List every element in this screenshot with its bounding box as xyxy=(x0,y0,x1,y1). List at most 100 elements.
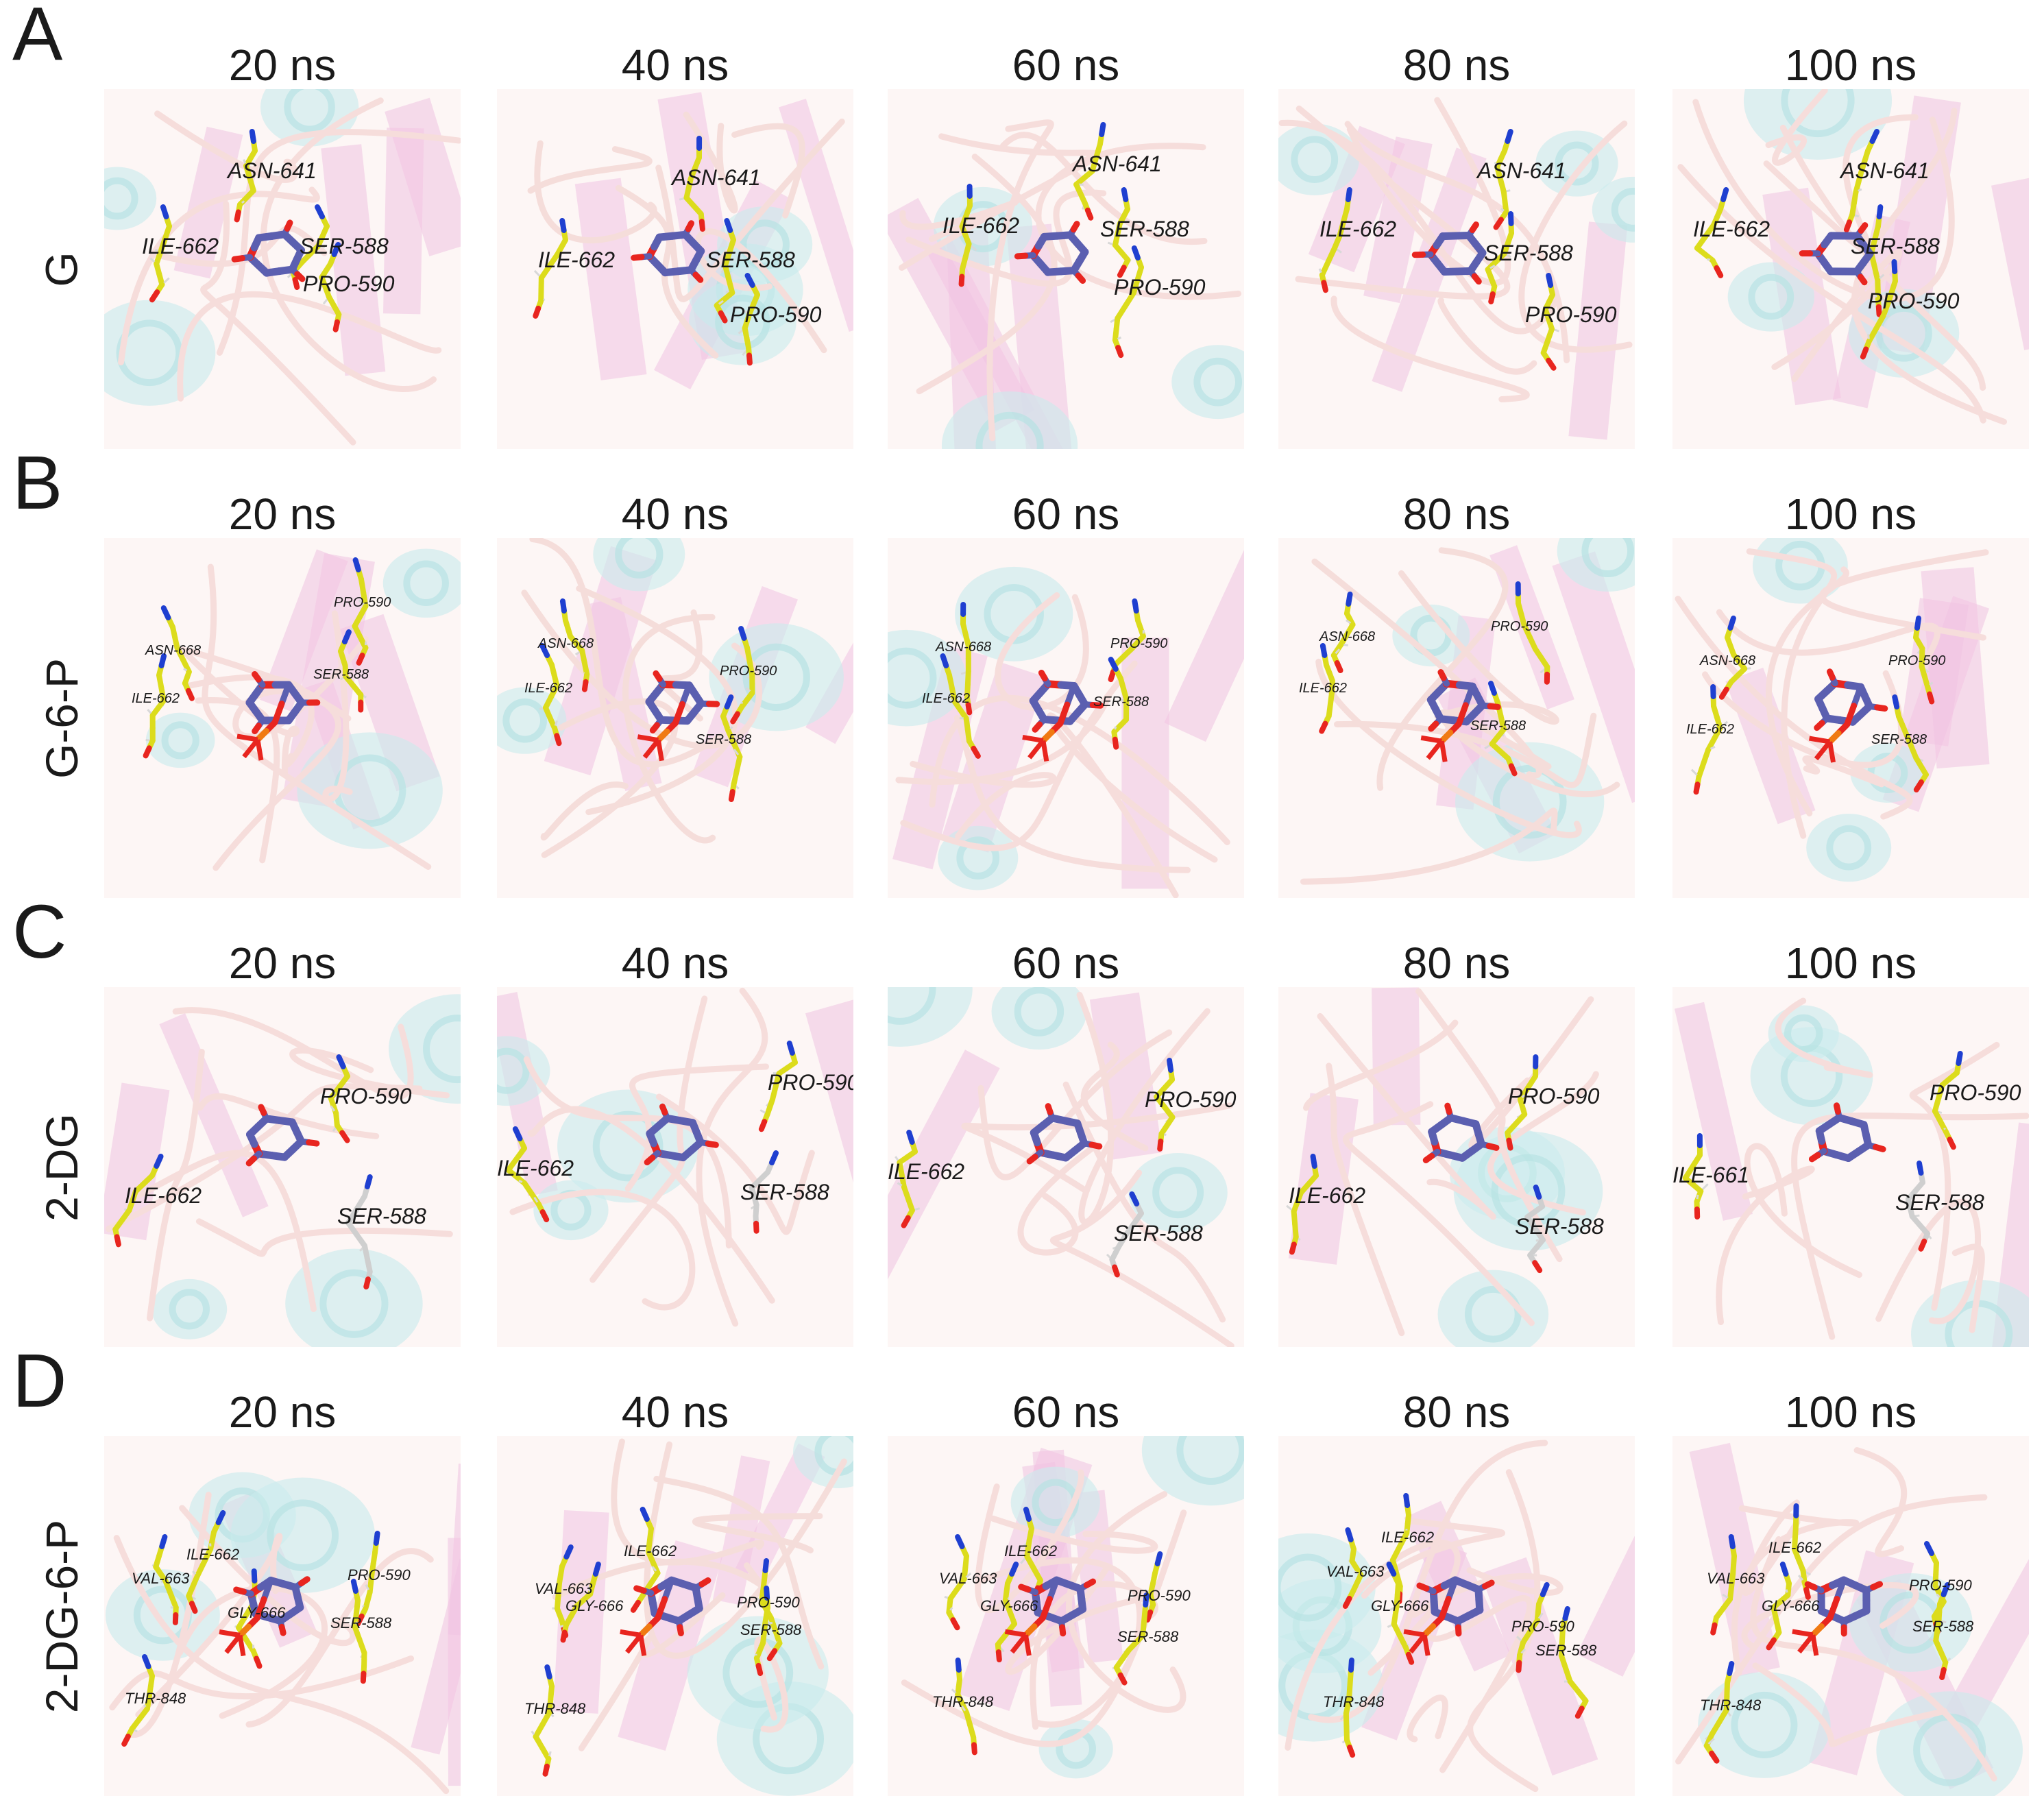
residue-sticks xyxy=(348,557,369,666)
time-label: 80 ns xyxy=(1402,40,1511,90)
coil-loop xyxy=(953,715,1191,873)
coil-loop xyxy=(1049,1169,1234,1347)
snapshot-render: ASN-641 ILE-662 SER-588 PRO-590 xyxy=(497,89,853,449)
residue-label: SER-588 xyxy=(706,247,795,272)
coil-loop xyxy=(1317,1012,1496,1220)
coil-loop xyxy=(154,110,298,183)
residue-label: SER-588 xyxy=(330,1614,392,1631)
beta-sheet xyxy=(1856,1579,1994,1790)
residue-sticks xyxy=(1690,684,1729,795)
residue-sticks xyxy=(1108,657,1130,750)
residue-sticks xyxy=(1524,1185,1546,1274)
ligand-sticks xyxy=(631,220,705,283)
residue-sticks xyxy=(350,1579,368,1684)
residue-sticks xyxy=(1515,581,1550,685)
residue-label: ILE-662 xyxy=(186,1546,239,1563)
alpha-helix xyxy=(717,206,813,283)
coil-loop xyxy=(509,1189,696,1311)
time-label: 100 ns xyxy=(1784,1387,1917,1437)
alpha-helix xyxy=(888,987,973,1047)
coil-loop xyxy=(1344,121,1570,364)
snapshot-panel: ASN-641 ILE-662 SER-588 PRO-590 xyxy=(1672,89,2029,449)
snapshot-panel: PRO-590 ILE-662 SER-588 xyxy=(888,987,1244,1347)
coil-loop xyxy=(1765,89,1828,166)
protein-cartoon xyxy=(497,987,853,1327)
coil-loop xyxy=(1066,1491,1187,1713)
snapshot-panel: ILE-662 VAL-663 GLY-666 PRO-590 SER-588 THR-8… xyxy=(1278,1436,1635,1796)
residue-sticks xyxy=(533,218,568,319)
residue-label: PRO-590 xyxy=(1511,1618,1574,1635)
residue-label: ASN-668 xyxy=(1699,653,1755,668)
residue-label: ILE-662 xyxy=(1004,1542,1057,1560)
residue-label: VAL-663 xyxy=(1326,1563,1385,1580)
snapshot-panel: ASN-641 ILE-662 SER-588 PRO-590 xyxy=(497,89,853,449)
snapshot-render: PRO-590 ILE-662 SER-588 xyxy=(1278,987,1635,1347)
coil-loop xyxy=(1278,119,1559,335)
coil-loop xyxy=(1731,1505,1860,1676)
snapshot-render: ILE-662VAL-663GLY-666PRO-590SER-588THR-8… xyxy=(888,1436,1244,1796)
residue-label: PRO-590 xyxy=(720,664,777,679)
beta-sheet xyxy=(574,178,647,380)
snapshot-panel: ILE-662 VAL-663 PRO-590 GLY-666 SER-588 THR-8… xyxy=(104,1436,461,1796)
coil-loop xyxy=(975,1469,1085,1613)
residue-label: PRO-590 xyxy=(1525,302,1617,327)
coil-loop xyxy=(200,201,356,446)
residue-label: VAL-663 xyxy=(1707,1570,1765,1587)
residue-label: SER-588 xyxy=(740,1621,802,1638)
beta-sheet xyxy=(1577,1442,1635,1677)
residue-label: ILE-662 xyxy=(132,691,180,706)
alpha-helix xyxy=(716,1681,853,1796)
residue-label: THR-848 xyxy=(524,1700,586,1717)
residue-label: PRO-590 xyxy=(1110,636,1167,651)
residue-sticks xyxy=(1154,1058,1176,1152)
residue-label: SER-588 xyxy=(1117,1628,1179,1645)
residue-label: SER-588 xyxy=(1912,1618,1974,1635)
beta-sheet xyxy=(1372,147,1487,392)
snapshot-render: ILE-662VAL-663GLY-666PRO-590SER-588THR-8… xyxy=(1672,1436,2029,1796)
coil-loop xyxy=(578,1592,726,1751)
residue-sticks xyxy=(1913,616,1935,705)
residue-sticks xyxy=(160,605,195,701)
residue-label: ILE-661 xyxy=(1672,1163,1749,1187)
time-label: 20 ns xyxy=(228,40,337,90)
snapshot-render: ILE-662VAL-663GLY-666PRO-590SER-588THR-8… xyxy=(1278,1436,1635,1796)
residue-sticks xyxy=(559,598,590,692)
coil-loop xyxy=(1675,1494,1988,1764)
snapshot-panel: PRO-590 ILE-662 SER-588 xyxy=(1278,987,1635,1347)
residue-label: ILE-662 xyxy=(1319,217,1396,241)
snapshot-panel: ASN-668 PRO-590 ILE-662 SER-588 xyxy=(1672,538,2029,898)
protein-cartoon xyxy=(901,1436,1244,1779)
snapshot-panel: PRO-590 ASN-668 SER-588 ILE-662 xyxy=(104,538,461,898)
residue-label: SER-588 xyxy=(1100,217,1189,241)
residue-sticks xyxy=(1386,1562,1415,1665)
residue-sticks xyxy=(539,643,565,747)
coil-loop xyxy=(540,781,629,841)
coil-loop xyxy=(1744,1143,1862,1278)
residue-label: ILE-662 xyxy=(1299,681,1347,696)
beta-sheet xyxy=(383,128,424,315)
residue-label: PRO-590 xyxy=(730,302,822,327)
snapshot-render: PRO-590 ILE-662 SER-588 xyxy=(497,987,853,1347)
beta-sheet xyxy=(1991,175,2029,350)
coil-loop xyxy=(202,563,432,870)
beta-sheet xyxy=(927,239,1069,449)
coil-loop xyxy=(1330,295,1530,402)
residue-sticks xyxy=(940,653,981,759)
time-label: 40 ns xyxy=(621,40,729,90)
residue-label: ILE-662 xyxy=(497,1156,574,1180)
residue-sticks xyxy=(1286,1154,1319,1255)
residue-label: ILE-662 xyxy=(524,681,572,696)
coil-loop xyxy=(1518,120,1633,353)
time-label: 40 ns xyxy=(621,489,729,539)
residue-label: ASN-668 xyxy=(935,640,991,655)
residue-sticks xyxy=(355,1531,380,1627)
residue-label: SER-588 xyxy=(1871,732,1927,747)
residue-sticks xyxy=(679,136,705,232)
residue-label: ASN-641 xyxy=(1839,158,1930,183)
coil-loop xyxy=(905,189,1107,287)
coil-loop xyxy=(1716,609,1940,671)
residue-sticks xyxy=(1516,1582,1550,1673)
residue-label: SER-588 xyxy=(300,234,389,258)
coil-loop xyxy=(1951,1243,1985,1333)
residue-label: PRO-590 xyxy=(334,595,391,610)
